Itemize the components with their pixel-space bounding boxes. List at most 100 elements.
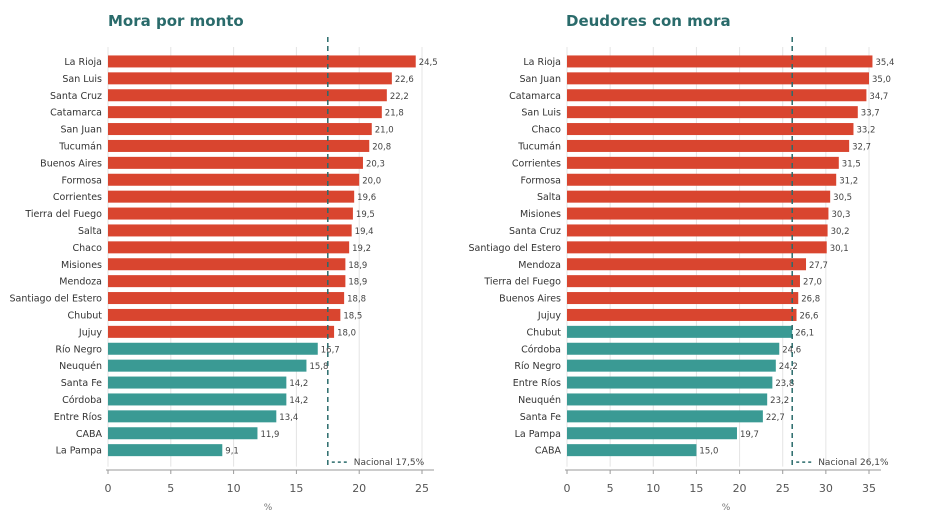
deudores-x-tick-label: 25	[776, 482, 790, 495]
deudores-category-label: Mendoza	[518, 260, 561, 271]
monto-category-label: Tierra del Fuego	[24, 209, 102, 220]
deudores-value-label: 27,0	[803, 278, 822, 288]
deudores-bar	[567, 89, 867, 102]
deudores-value-label: 30,5	[833, 193, 852, 203]
deudores-x-tick-label: 10	[646, 482, 660, 495]
deudores-category-label: Chubut	[527, 327, 562, 338]
deudores-x-tick-label: 5	[607, 482, 614, 495]
monto-bar	[108, 139, 370, 152]
deudores-bar	[567, 241, 827, 254]
monto-value-label: 22,6	[395, 75, 414, 85]
monto-value-label: 19,2	[352, 244, 371, 254]
monto-bar	[108, 106, 382, 119]
monto-category-label: La Rioja	[64, 57, 102, 68]
monto-category-label: Catamarca	[50, 108, 102, 119]
deudores-bar	[567, 106, 858, 119]
monto-category-label: Formosa	[61, 175, 102, 186]
deudores-bar	[567, 224, 828, 237]
monto-value-label: 16,7	[321, 345, 340, 355]
deudores-bar	[567, 123, 854, 136]
monto-bar	[108, 325, 335, 338]
deudores-value-label: 27,7	[809, 261, 828, 271]
deudores-category-label: Santiago del Estero	[469, 243, 562, 254]
monto-x-tick-label: 10	[227, 482, 241, 495]
deudores-x-tick-label: 35	[862, 482, 876, 495]
deudores-bar	[567, 156, 839, 169]
deudores-value-label: 31,2	[839, 176, 858, 186]
monto-value-label: 21,0	[375, 126, 394, 136]
monto-category-label: Corrientes	[53, 192, 102, 203]
monto-value-label: 11,9	[260, 430, 279, 440]
monto-category-label: La Pampa	[56, 446, 102, 457]
deudores-bar	[567, 393, 768, 406]
deudores-category-label: Tucumán	[517, 141, 561, 152]
deudores-category-label: Santa Fe	[520, 412, 561, 423]
deudores-x-tick-label: 20	[733, 482, 747, 495]
monto-category-label: San Juan	[60, 125, 102, 136]
deudores-category-label: La Pampa	[515, 429, 561, 440]
deudores-value-label: 19,7	[740, 430, 759, 440]
monto-bar	[108, 359, 307, 372]
deudores-value-label: 34,7	[869, 92, 888, 102]
deudores-value-label: 30,1	[830, 244, 849, 254]
monto-value-label: 9,1	[225, 447, 239, 457]
monto-x-tick-label: 15	[289, 482, 303, 495]
monto-bar	[108, 190, 355, 203]
monto-category-label: Buenos Aires	[40, 158, 102, 169]
deudores-value-label: 31,5	[842, 159, 861, 169]
deudores-category-label: Catamarca	[509, 91, 561, 102]
monto-value-label: 20,8	[372, 142, 391, 152]
deudores-value-label: 30,2	[831, 227, 850, 237]
deudores-bar	[567, 55, 873, 68]
monto-value-label: 19,4	[355, 227, 374, 237]
deudores-bar	[567, 139, 850, 152]
deudores-value-label: 23,2	[770, 396, 789, 406]
monto-value-label: 18,0	[337, 328, 356, 338]
monto-value-label: 18,9	[348, 261, 367, 271]
deudores-bar	[567, 173, 837, 186]
deudores-x-axis-label: %	[722, 503, 731, 513]
monto-category-label: Córdoba	[62, 395, 102, 406]
monto-bar	[108, 241, 350, 254]
deudores-bar	[567, 308, 797, 321]
deudores-category-label: Santa Cruz	[509, 226, 561, 237]
deudores-x-tick-label: 0	[564, 482, 571, 495]
monto-bar	[108, 173, 360, 186]
monto-bar	[108, 123, 372, 136]
monto-bar	[108, 275, 346, 288]
monto-value-label: 24,5	[419, 58, 438, 68]
monto-x-tick-label: 25	[415, 482, 429, 495]
deudores-category-label: Buenos Aires	[499, 294, 561, 305]
deudores-category-label: Chaco	[531, 125, 561, 136]
monto-chart-title: Mora por monto	[108, 12, 244, 30]
monto-bar	[108, 444, 223, 457]
monto-category-label: Neuquén	[59, 361, 102, 372]
monto-bar	[108, 55, 416, 68]
deudores-value-label: 24,6	[782, 345, 801, 355]
monto-value-label: 15,8	[309, 362, 328, 372]
deudores-value-label: 35,0	[872, 75, 891, 85]
deudores-bar	[567, 275, 800, 288]
deudores-value-label: 33,7	[861, 109, 880, 119]
deudores-value-label: 32,7	[852, 142, 871, 152]
monto-value-label: 20,0	[362, 176, 381, 186]
deudores-category-label: Corrientes	[512, 158, 561, 169]
monto-category-label: Río Negro	[55, 344, 102, 355]
monto-value-label: 18,5	[343, 311, 362, 321]
deudores-reference-label: Nacional 26,1%	[818, 458, 889, 468]
monto-x-axis-label: %	[264, 503, 273, 513]
monto-bar	[108, 393, 287, 406]
monto-bar	[108, 207, 353, 220]
deudores-value-label: 35,4	[875, 58, 894, 68]
monto-value-label: 14,2	[289, 379, 308, 389]
deudores-category-label: Entre Ríos	[513, 378, 561, 389]
monto-bar	[108, 342, 318, 355]
monto-value-label: 18,9	[348, 278, 367, 288]
deudores-category-label: Tierra del Fuego	[483, 277, 561, 288]
deudores-value-label: 24,2	[779, 362, 798, 372]
deudores-value-label: 26,1	[795, 328, 814, 338]
deudores-category-label: San Juan	[519, 74, 561, 85]
deudores-value-label: 22,7	[766, 413, 785, 423]
monto-category-label: CABA	[76, 429, 103, 440]
